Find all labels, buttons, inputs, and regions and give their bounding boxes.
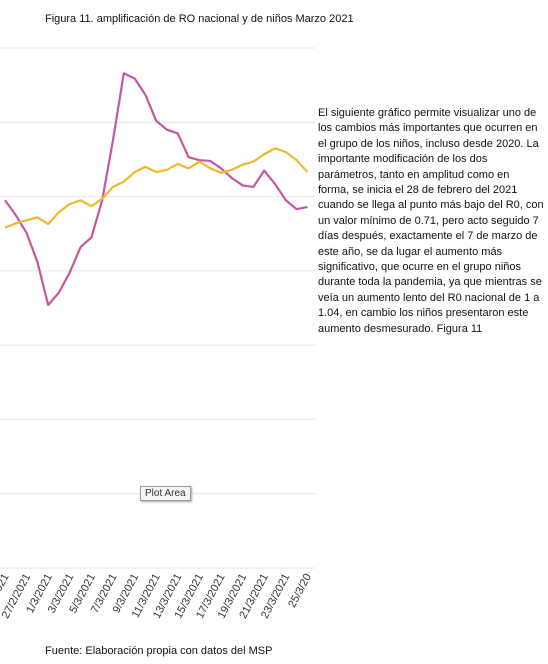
paragraph-line: cuando se llega al punto más bajo del R0… — [318, 199, 544, 212]
paragraph-line: un valor mínimo de 0.71, pero acto segui… — [318, 214, 539, 227]
paragraph-line: El siguiente gráfico permite visualizar … — [318, 107, 537, 119]
paragraph-line: 1.04, en cambio los niños presentaron es… — [318, 307, 529, 320]
paragraph-line: significativo, que ocurre en el grupo ni… — [318, 261, 522, 274]
paragraph: El siguiente gráfico permite visualizar … — [318, 106, 548, 337]
paragraph-line: forma, se inicia el 28 de febrero del 20… — [318, 184, 518, 197]
paragraph-line: días después, exactamente el 7 de marzo … — [318, 230, 538, 243]
source-note: Fuente: Elaboración propia con datos del… — [45, 645, 273, 657]
data-line — [4, 147, 309, 229]
figure-title: Figura 11. amplificación de RO nacional … — [45, 13, 354, 25]
paragraph-line: importante modificación de los dos — [318, 153, 488, 166]
paragraph-line: aumento desmesurado. Figura 11 — [318, 322, 483, 335]
paragraph-line: este año, se da lugar el aumento más — [318, 245, 503, 258]
data-line — [4, 72, 308, 307]
chart: 202127/2/20211/3/20213/3/20215/3/20217/3… — [0, 47, 315, 621]
paragraph-line: durante toda la pandemia, ya que mientra… — [318, 276, 542, 289]
tooltip: Plot Area — [140, 486, 191, 501]
paragraph-line: los cambios más importantes que ocurren … — [318, 122, 538, 135]
paragraph-line: el grupo de los niños, incluso desde 202… — [318, 137, 539, 150]
x-tick-label: 2021 — [0, 572, 12, 599]
paragraph-line: parámetros, tanto en amplitud como en — [318, 168, 510, 181]
paragraph-line: veía un aumento lento del R0 nacional de… — [318, 291, 540, 304]
